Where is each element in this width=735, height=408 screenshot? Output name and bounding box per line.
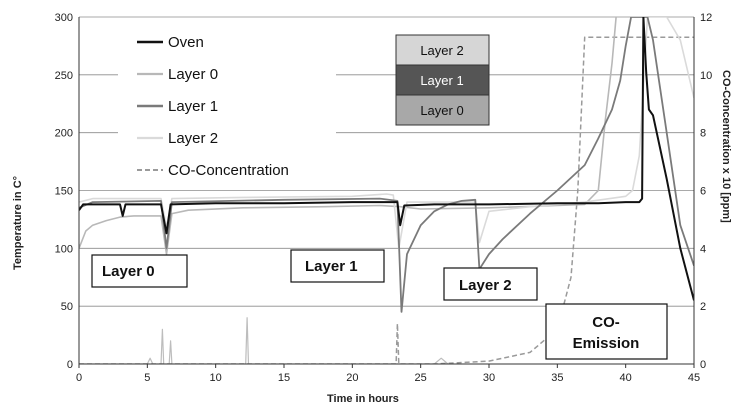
- y-tick-label: 0: [67, 359, 73, 371]
- annotation-layer-2-box: [443, 267, 538, 301]
- annotation-co-emission-line1: CO-: [592, 314, 620, 331]
- y2-tick-label: 12: [700, 12, 712, 24]
- y2-axis-title: CO-Concentration x 10 [ppm]: [720, 70, 732, 223]
- y-tick-label: 150: [55, 186, 73, 198]
- layer-stack-label: Layer 1: [420, 73, 463, 88]
- x-tick-label: 35: [551, 372, 563, 384]
- annotation-layer-0-label: Layer 0: [102, 263, 155, 280]
- x-tick-label: 5: [144, 372, 150, 384]
- annotation-layer-1: Layer 1: [290, 249, 385, 283]
- y2-tick-label: 8: [700, 128, 706, 140]
- y2-tick-label: 0: [700, 359, 706, 371]
- series-line-co-concentration: [79, 36, 694, 364]
- legend-label: Layer 1: [168, 98, 218, 115]
- annotation-co-emission: CO- Emission: [545, 303, 668, 360]
- legend-label: Oven: [168, 34, 204, 51]
- x-tick-label: 10: [210, 372, 222, 384]
- series-line-layer-0: [79, 17, 617, 255]
- x-tick-label: 30: [483, 372, 495, 384]
- y2-tick-label: 4: [700, 243, 706, 255]
- legend: Oven Layer 0 Layer 1 Layer 2 CO-Concentratio…: [118, 26, 336, 186]
- legend-label: Layer 2: [168, 130, 218, 147]
- axes: [78, 17, 695, 365]
- layer-stack-block: [395, 64, 490, 96]
- annotation-layer-2-label: Layer 2: [459, 277, 512, 294]
- layer-stack-label: Layer 0: [420, 103, 463, 118]
- y2-tick-label: 6: [700, 186, 706, 198]
- tick-labels: 0 5 10 15 20 25 30 35 40 450501001502002503000246…: [55, 12, 713, 384]
- x-tick-label: 20: [346, 372, 358, 384]
- y-tick-label: 50: [61, 301, 73, 313]
- x-tick-label: 40: [620, 372, 632, 384]
- layer-stack-block: [395, 94, 490, 126]
- y2-tick-label: 2: [700, 301, 706, 313]
- layer-stack-label: Layer 2: [420, 43, 463, 58]
- annotation-co-emission-box: [545, 303, 668, 360]
- x-tick-label: 25: [415, 372, 427, 384]
- series-line-oven: [79, 17, 694, 301]
- annotation-layer-2: Layer 2: [443, 267, 538, 301]
- x-tick-label: 45: [688, 372, 700, 384]
- series-line-background-spikes: [79, 317, 449, 364]
- y-axis-title: Temperature in C°: [12, 176, 24, 270]
- legend-label: Layer 0: [168, 66, 218, 83]
- x-tick-label: 15: [278, 372, 290, 384]
- layer-stack-block: [395, 34, 490, 66]
- annotation-layer-0: Layer 0: [91, 254, 188, 288]
- annotation-layer-1-box: [290, 249, 385, 283]
- x-tick-label: 0: [76, 372, 82, 384]
- y-tick-label: 250: [55, 70, 73, 82]
- annotation-layer-1-label: Layer 1: [305, 258, 358, 275]
- y-tick-label: 300: [55, 12, 73, 24]
- y-tick-label: 200: [55, 128, 73, 140]
- x-axis-title: Time in hours: [327, 393, 399, 405]
- annotation-layer-0-box: [91, 254, 188, 288]
- y-tick-label: 100: [55, 243, 73, 255]
- legend-label: CO-Concentration: [168, 162, 289, 179]
- annotation-co-emission-line2: Emission: [573, 335, 640, 352]
- y2-tick-label: 10: [700, 70, 712, 82]
- layer-stack-diagram: Layer 2 Layer 1 Layer 0: [395, 34, 490, 126]
